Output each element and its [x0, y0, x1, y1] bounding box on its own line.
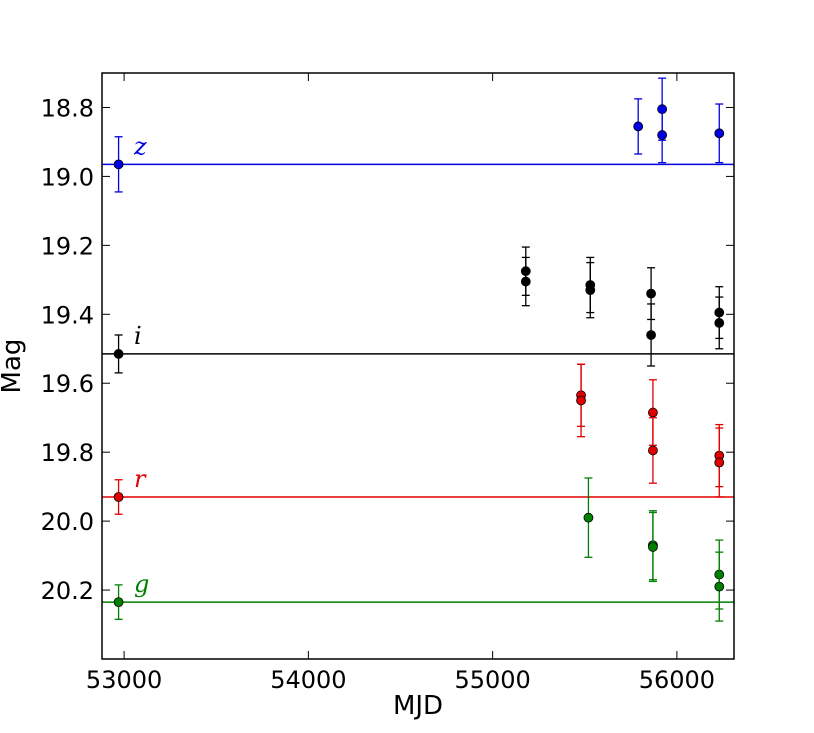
data-point-i: [646, 330, 656, 340]
y-tick-label: 19.6: [41, 370, 94, 398]
data-point-g: [113, 597, 124, 608]
tick-layer: 53000 54000 55000 56000 18.8 19.0 19.2 19.4 19.6…: [41, 73, 734, 694]
data-point-g: [648, 542, 658, 552]
data-point-g: [583, 512, 594, 523]
y-tick-label: 20.2: [41, 577, 94, 605]
series-layer: z i r g: [102, 77, 734, 622]
series-i: i: [102, 246, 734, 374]
data-point-i: [520, 276, 531, 287]
y-tick-label: 19.2: [41, 232, 94, 260]
series-r: r: [102, 363, 734, 515]
y-tick-label: 19.8: [41, 439, 94, 467]
band-label-i: i: [134, 322, 142, 350]
data-point-i: [585, 285, 596, 296]
band-label-z: z: [133, 132, 147, 160]
series-g: g: [102, 477, 734, 622]
data-point-g: [714, 581, 725, 592]
data-point-r: [714, 457, 725, 468]
data-point-r: [648, 445, 658, 456]
y-tick-label: 19.0: [41, 163, 94, 191]
plot-frame: [101, 72, 735, 660]
x-axis-label: MJD: [393, 691, 443, 721]
data-point-z: [714, 128, 725, 139]
data-point-i: [714, 318, 725, 328]
x-tick-label: 53000: [86, 666, 162, 694]
x-tick-label: 56000: [639, 666, 715, 694]
data-point-r: [113, 492, 124, 502]
data-point-r: [576, 395, 586, 406]
series-z: z: [102, 77, 734, 193]
y-tick-label: 20.0: [41, 508, 94, 536]
x-tick-label: 55000: [454, 666, 530, 694]
data-point-z: [113, 159, 124, 170]
y-axis-label: Mag: [0, 339, 27, 394]
band-label-r: r: [134, 465, 147, 493]
data-point-z: [633, 121, 644, 132]
data-point-z: [657, 130, 668, 140]
data-point-i: [646, 288, 656, 299]
x-tick-label: 54000: [270, 666, 346, 694]
y-tick-label: 19.4: [41, 301, 94, 329]
band-label-g: g: [134, 570, 149, 598]
data-point-r: [648, 407, 658, 418]
data-point-i: [113, 349, 124, 359]
y-tick-label: 18.8: [41, 94, 94, 122]
